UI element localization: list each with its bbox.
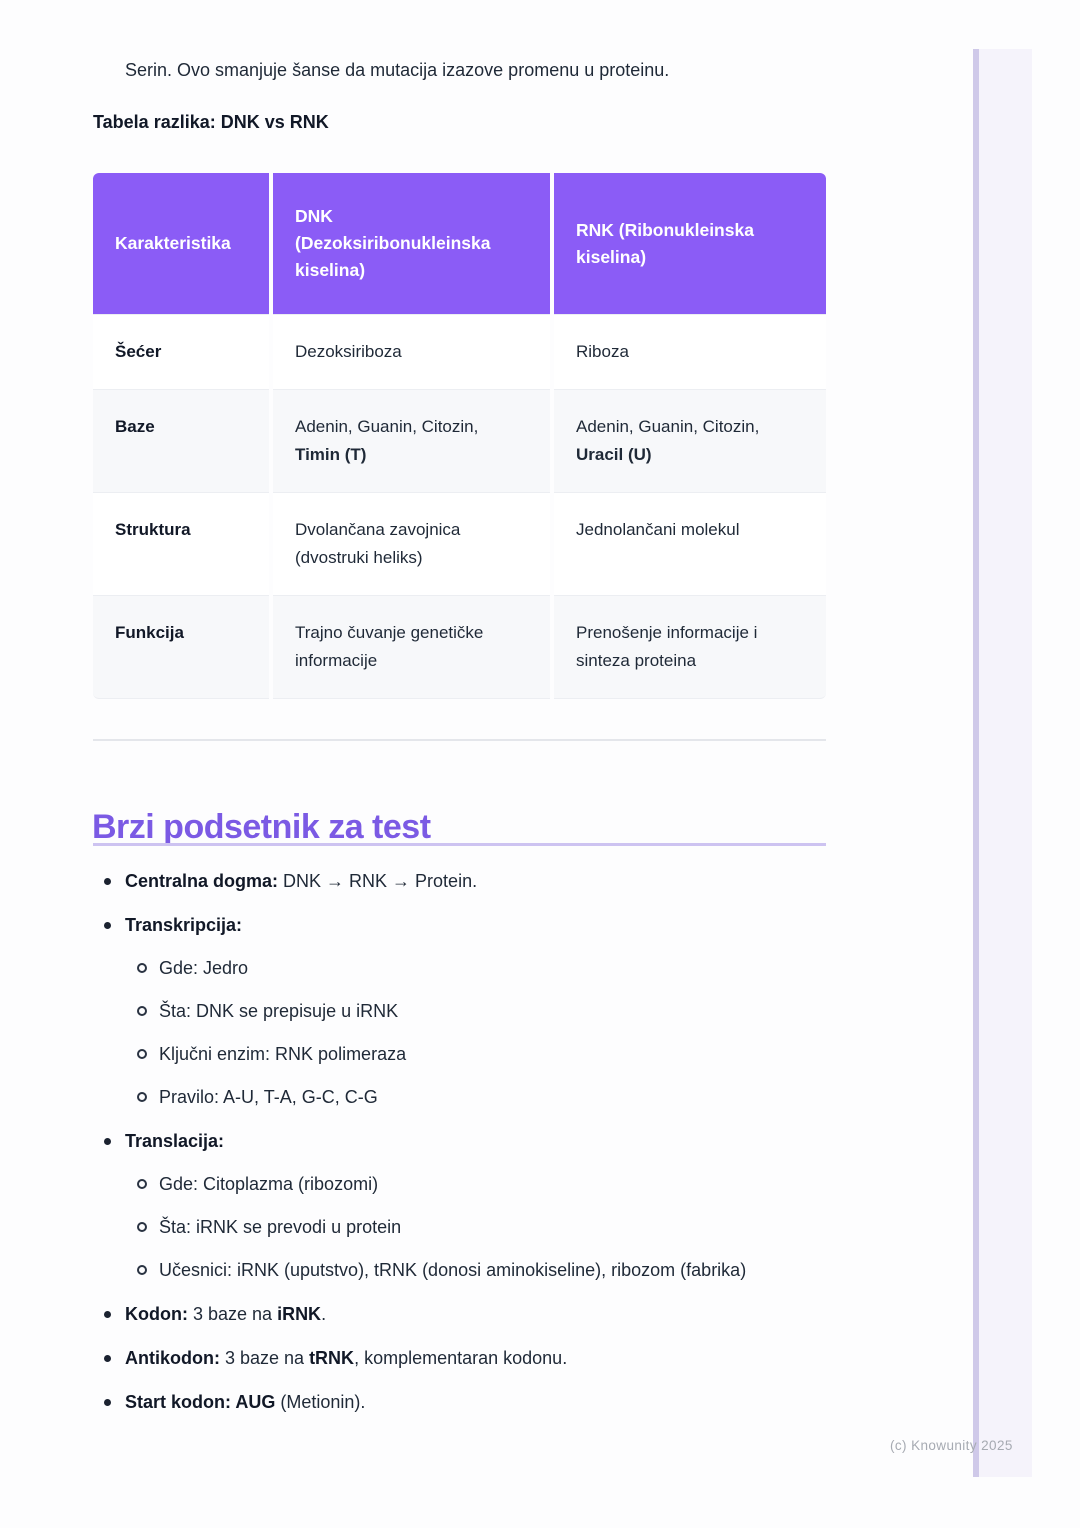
list-item: Centralna dogma: DNK → RNK → Protein. — [93, 867, 838, 895]
table-cell: Šećer — [93, 314, 269, 389]
table-cell: Baze — [93, 389, 269, 492]
table-cell: Struktura — [93, 492, 269, 595]
table-cell: Dezoksiriboza — [273, 314, 550, 389]
table-cell: Dvolančana zavojnica (dvostruki heliks) — [273, 492, 550, 595]
table-cell: Trajno čuvanje genetičke informacije — [273, 595, 550, 699]
table-section-label: Tabela razlika: DNK vs RNK — [93, 112, 329, 132]
list-item: Učesnici: iRNK (uputstvo), tRNK (donosi … — [137, 1256, 838, 1284]
table-header-cell: DNK (Dezoksiribonukleinska kiselina) — [273, 173, 550, 314]
list-item: Translacija: — [93, 1127, 838, 1155]
page-edge-bar — [973, 49, 1032, 1477]
list-item: Gde: Citoplazma (ribozomi) — [137, 1170, 838, 1198]
table-cell: Riboza — [554, 314, 826, 389]
list-item: Transkripcija: — [93, 911, 838, 939]
table-cell: Adenin, Guanin, Citozin, Timin (T) — [273, 389, 550, 492]
table-header-cell: RNK (Ribonukleinska kiselina) — [554, 173, 826, 314]
table-cell: Funkcija — [93, 595, 269, 699]
intro-paragraph: Serin. Ovo smanjuje šanse da mutacija iz… — [125, 60, 670, 80]
table-cell: Adenin, Guanin, Citozin, Uracil (U) — [554, 389, 826, 492]
list-item: Antikodon: 3 baze na tRNK, komplementara… — [93, 1344, 838, 1372]
heading-underline — [93, 843, 826, 846]
section-heading: Brzi podsetnik za test — [92, 807, 431, 846]
section-divider — [93, 739, 826, 741]
list-item: Šta: iRNK se prevodi u protein — [137, 1213, 838, 1241]
list-item: Start kodon: AUG (Metionin). — [93, 1388, 838, 1416]
dnk-rnk-comparison-table: Karakteristika DNK (Dezoksiribonukleinska… — [93, 173, 826, 699]
table-cell: Jednolančani molekul — [554, 492, 826, 595]
copyright-text: (c) Knowunity 2025 — [890, 1438, 1013, 1453]
table-header-cell: Karakteristika — [93, 173, 269, 314]
list-item: Šta: DNK se prepisuje u iRNK — [137, 997, 838, 1025]
list-item: Kodon: 3 baze na iRNK. — [93, 1300, 838, 1328]
list-item: Ključni enzim: RNK polimeraza — [137, 1040, 838, 1068]
list-item: Gde: Jedro — [137, 954, 838, 982]
quick-reminder-list: Centralna dogma: DNK → RNK → Protein. Tra… — [93, 867, 838, 1416]
list-item: Pravilo: A-U, T-A, G-C, C-G — [137, 1083, 838, 1111]
table-cell: Prenošenje informacije i sinteza protein… — [554, 595, 826, 699]
